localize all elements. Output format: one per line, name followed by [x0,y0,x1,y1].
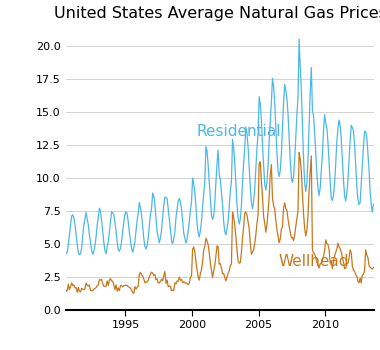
Text: Wellhead: Wellhead [279,254,349,270]
Text: Residential: Residential [196,124,280,139]
Title: United States Average Natural Gas Prices: United States Average Natural Gas Prices [54,6,380,21]
